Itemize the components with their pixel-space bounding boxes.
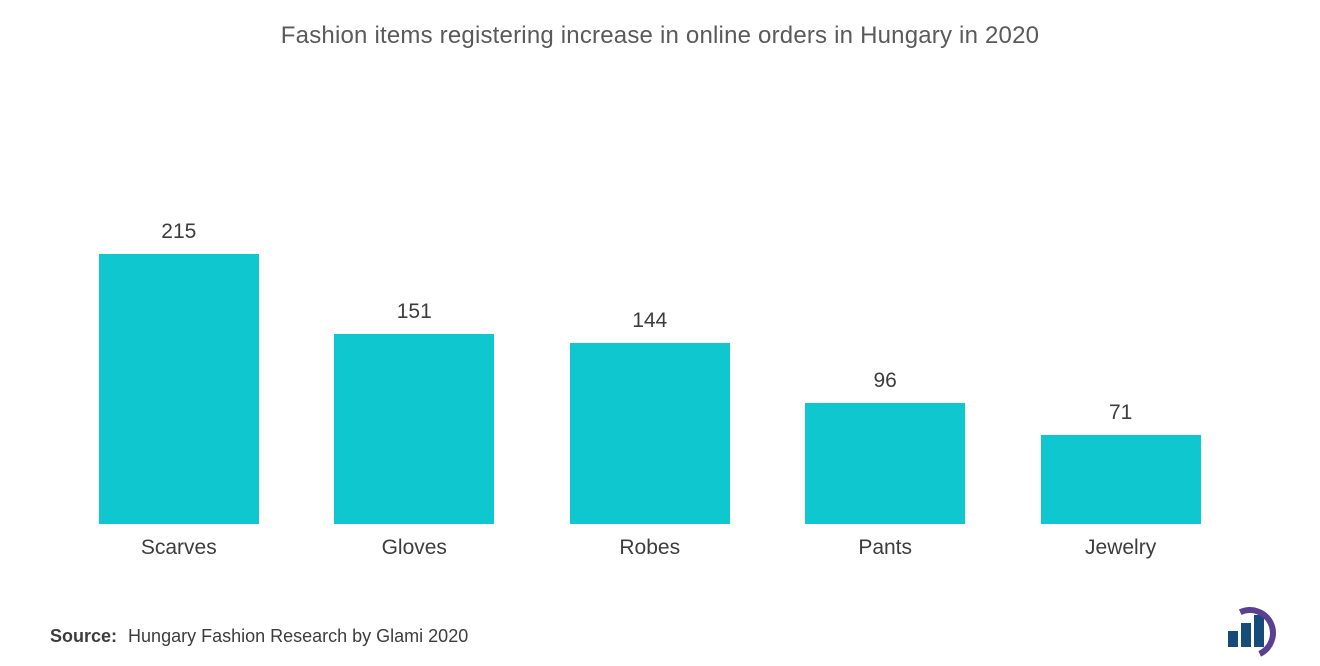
bar-category-label: Gloves [382,536,447,560]
bar-group: 151 Gloves [334,300,494,560]
bar-value-label: 71 [1109,401,1132,425]
bar-value-label: 96 [873,369,896,393]
bar-group: 71 Jewelry [1041,401,1201,560]
bar-value-label: 151 [397,300,432,324]
bar [334,334,494,524]
bar-group: 96 Pants [805,369,965,560]
bar [99,254,259,524]
bar-category-label: Scarves [141,536,217,560]
chart-container: Fashion items registering increase in on… [0,0,1320,665]
source-citation: Source: Hungary Fashion Research by Glam… [50,626,468,647]
source-label: Source: [50,626,117,646]
bar-value-label: 144 [632,309,667,333]
chart-footer: Source: Hungary Fashion Research by Glam… [50,615,1270,647]
bar [1041,435,1201,524]
logo-swoosh-icon [1236,615,1270,647]
bar-value-label: 215 [161,220,196,244]
brand-logo [1228,615,1270,647]
bar-group: 215 Scarves [99,220,259,560]
bar-category-label: Jewelry [1085,536,1156,560]
bar-group: 144 Robes [570,309,730,560]
bar [805,403,965,524]
bar-category-label: Pants [858,536,912,560]
bar [570,343,730,524]
plot-area: 215 Scarves 151 Gloves 144 Robes 96 Pants 71 Jewe… [50,100,1270,560]
bar-category-label: Robes [619,536,680,560]
source-text: Hungary Fashion Research by Glami 2020 [128,626,468,646]
chart-title: Fashion items registering increase in on… [0,0,1320,60]
